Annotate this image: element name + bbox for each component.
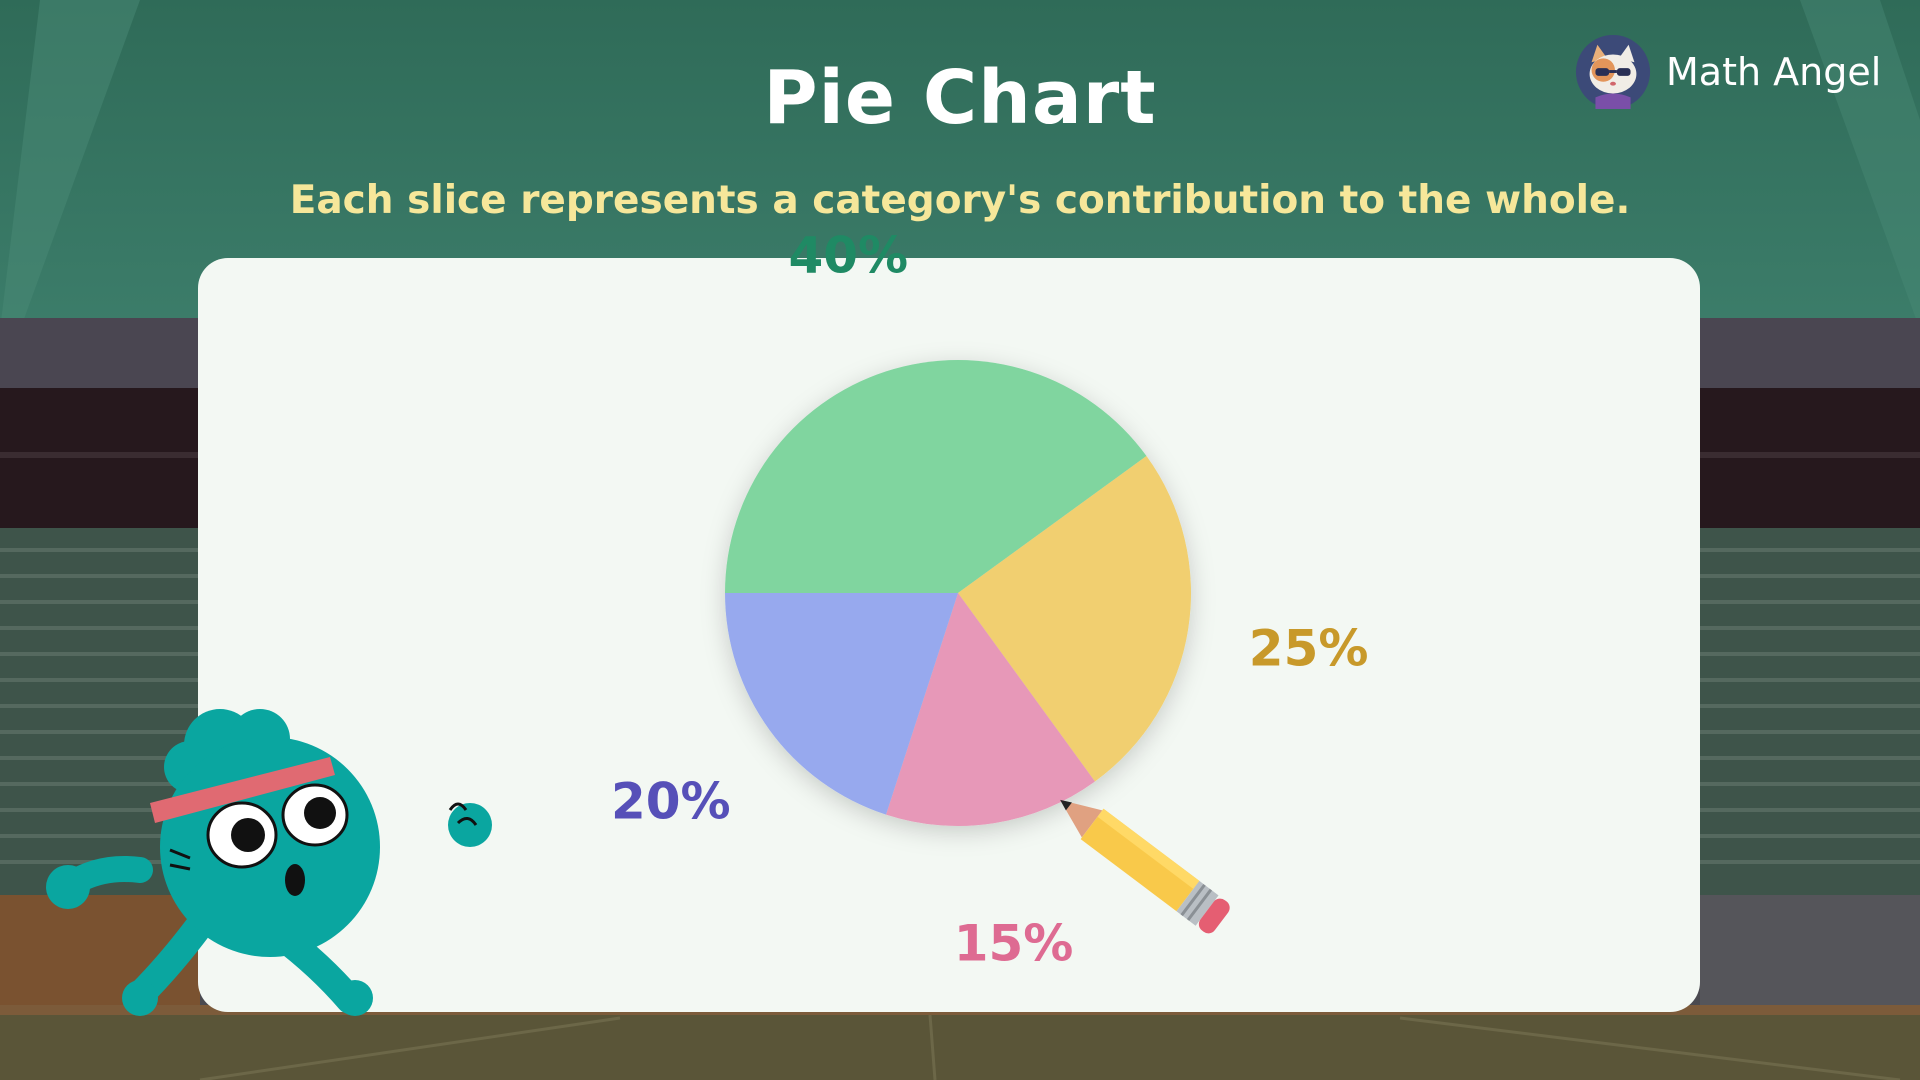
brand-logo: Math Angel — [1574, 30, 1881, 114]
page-subtitle: Each slice represents a category's contr… — [289, 178, 1631, 223]
pie-slice-20 — [725, 593, 958, 815]
pie-slice-25 — [958, 456, 1191, 782]
pie-slice-40 — [725, 359, 1147, 593]
pencil-icon — [1060, 799, 1230, 934]
pie-slice-15 — [885, 593, 1095, 826]
slice-label-40: 40% — [788, 226, 908, 284]
page-title: Pie Chart — [763, 55, 1157, 141]
cat-mascot-icon — [1575, 34, 1651, 110]
teal-runner-mascot-icon — [46, 709, 492, 1016]
brand-name: Math Angel — [1666, 50, 1882, 94]
slice-label-25: 25% — [1249, 620, 1369, 678]
slice-label-20: 20% — [611, 773, 731, 831]
slice-label-15: 15% — [954, 915, 1074, 973]
